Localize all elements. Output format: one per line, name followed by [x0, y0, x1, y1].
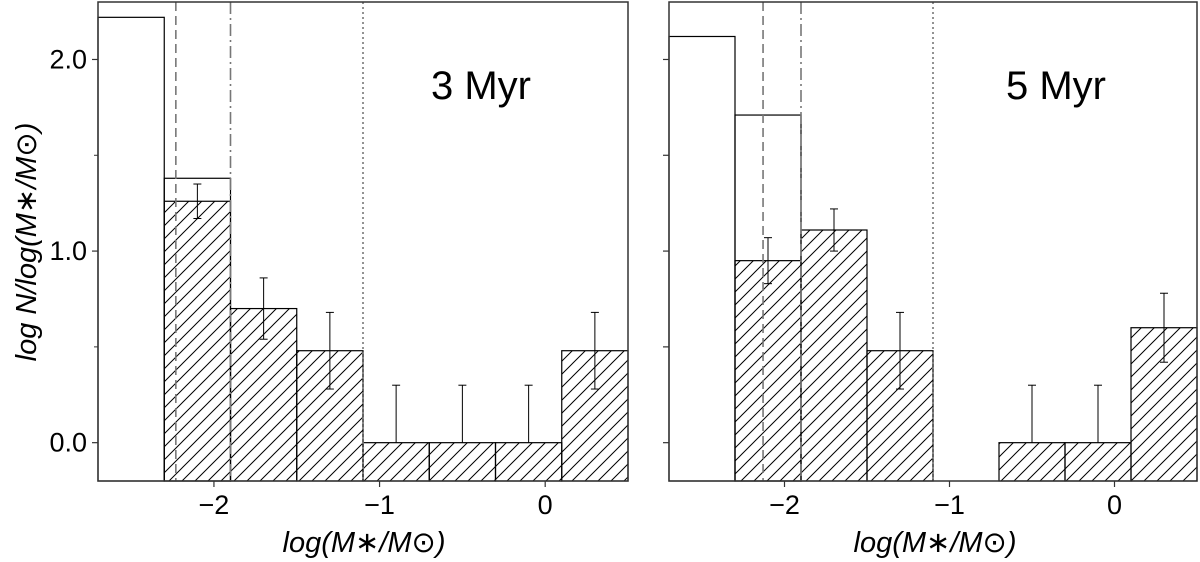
panel-5myr-x-tick-label: −1 [934, 490, 965, 520]
panel-3myr-hatched-bar [163, 200, 232, 482]
panel-3myr-hatched-bar [494, 442, 563, 482]
panel-3myr-reference-lines [175, 2, 364, 481]
panel-3myr-error-bars [193, 183, 599, 443]
panel-5myr-hatched-bar [734, 260, 802, 482]
panel-5myr-hatched-bar [1064, 442, 1132, 482]
panel-5myr-outline-bar [668, 35, 736, 482]
panel-3myr-y-tick-label: 2.0 [49, 44, 87, 74]
panel-3myr-hatched-bar [362, 442, 430, 482]
panel-5myr-hatched-bar [800, 229, 868, 482]
panel-3myr-bars [97, 16, 629, 482]
panel-5myr-x-tick-label: −2 [769, 490, 800, 520]
panel-3myr-ticks: −2 −1 0 0.0 1.0 2.0 [49, 44, 552, 520]
panel-5myr-reference-lines [762, 2, 934, 481]
panel-5myr-x-axis-label: log(M∗/M⊙) [854, 527, 1017, 559]
panel-5myr-x-tick-label: 0 [1107, 490, 1122, 520]
panel-3myr-x-tick-label: −1 [364, 490, 395, 520]
panel-3myr-hatched-bar [428, 442, 497, 482]
panel-5myr-frame [668, 1, 1198, 482]
panel-5myr-error-bars [764, 208, 1168, 443]
panel-3myr-x-axis-label: log(M∗/M⊙) [283, 527, 446, 559]
panel-3myr-y-tick-label: 1.0 [49, 236, 87, 266]
panel-5myr-title: 5 Myr [1006, 64, 1106, 108]
panel-3myr: −2 −1 0 0.0 1.0 2.0 3 Myr log(M∗/M⊙) [49, 1, 629, 559]
panel-5myr-hatched-bar [998, 442, 1066, 482]
panel-5myr: −2 −1 0 5 Myr log(M∗/M⊙) [663, 1, 1198, 559]
panel-5myr-ticks: −2 −1 0 [663, 58, 1122, 520]
panel-3myr-y-tick-label: 0.0 [49, 428, 87, 458]
panel-3myr-title: 3 Myr [431, 64, 531, 108]
panel-3myr-x-tick-label: −2 [199, 490, 230, 520]
panel-3myr-outline-bar [97, 16, 165, 482]
panel-3myr-x-tick-label: 0 [538, 490, 553, 520]
panel-3myr-frame [97, 1, 629, 482]
y-axis-label: log N/log(M∗/M⊙) [11, 123, 43, 362]
